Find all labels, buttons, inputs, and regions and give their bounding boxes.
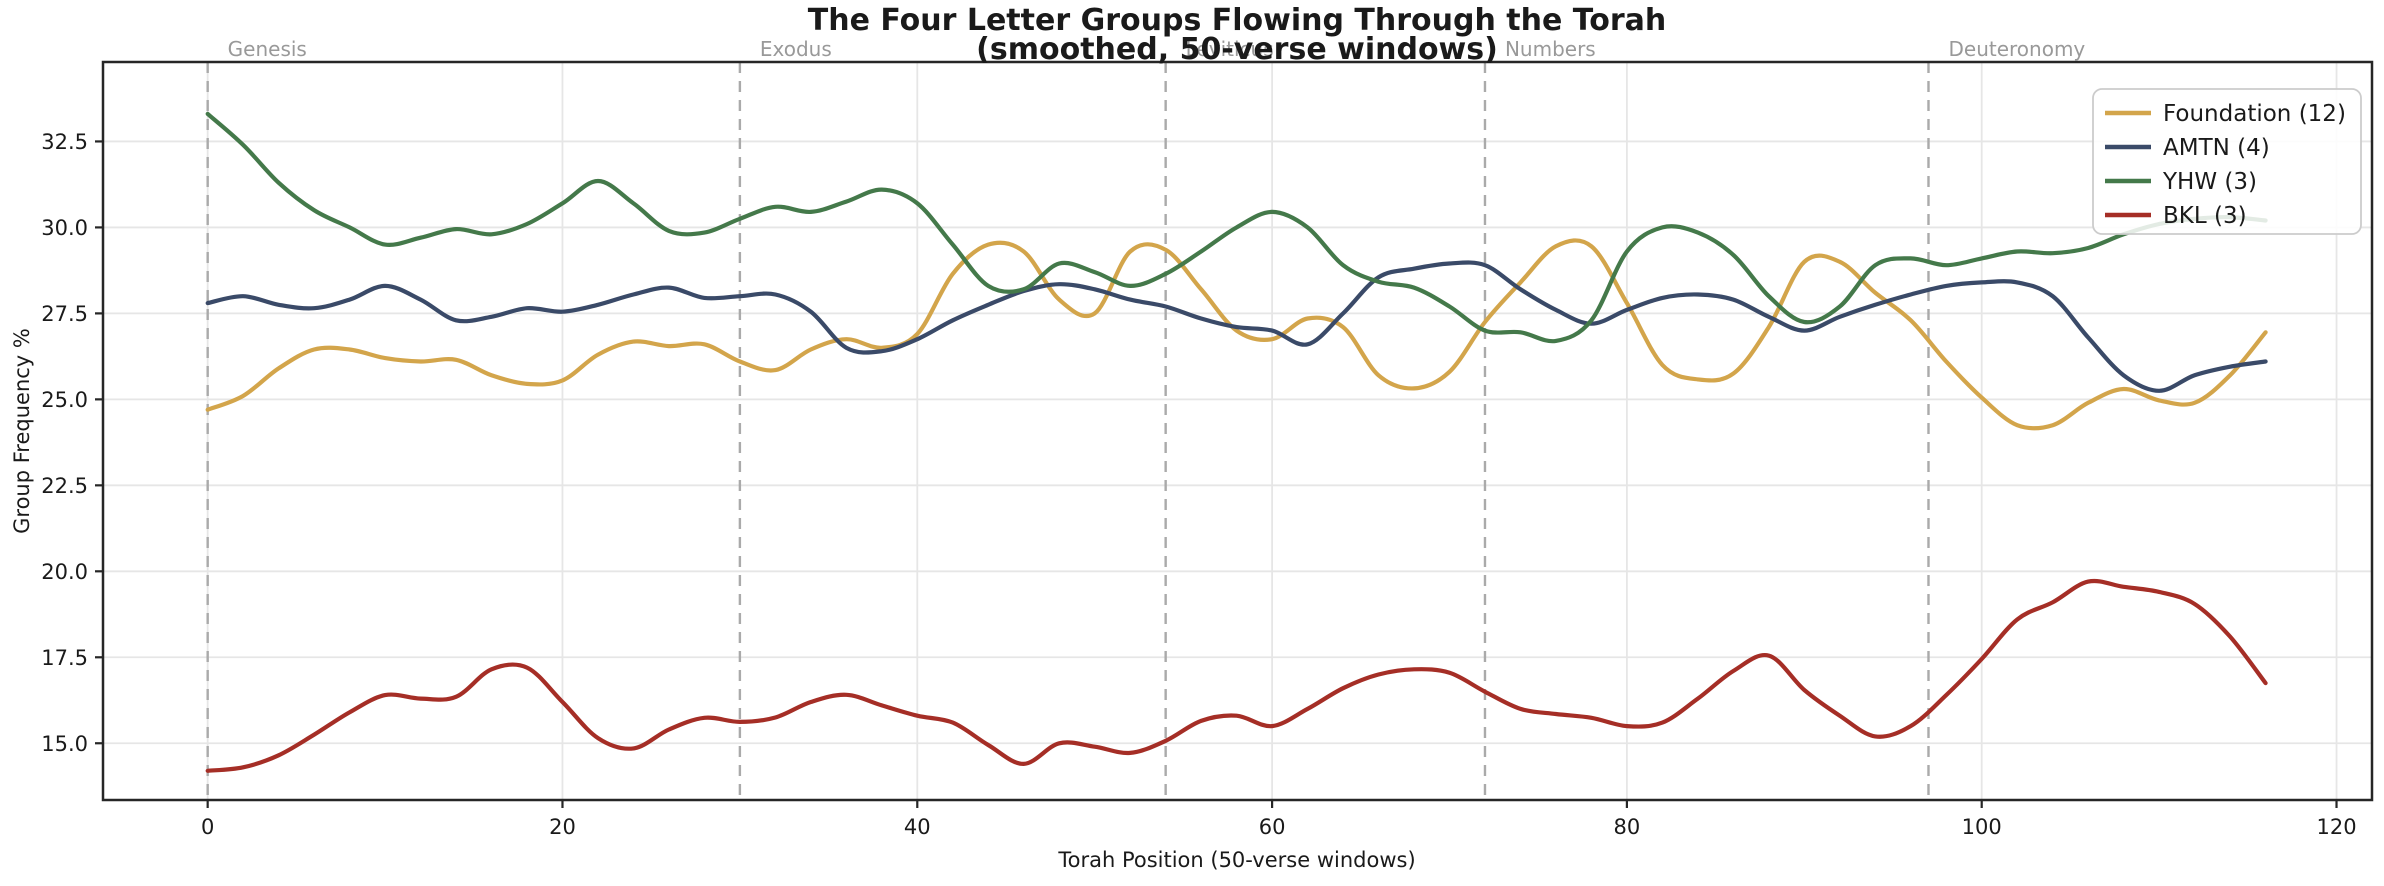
- y-tick-label-32.5: 32.5: [41, 130, 88, 154]
- x-tick-label-0: 0: [201, 815, 214, 839]
- axes-frame-layer: 0 20 40 60 80 100 120 15.0 17.5 20.0 22.5 25.0 27.5 3…: [41, 60, 2374, 839]
- x-tick-label-60: 60: [1259, 815, 1286, 839]
- book-label-genesis: Genesis: [228, 37, 307, 61]
- y-tick-label-25: 25.0: [41, 388, 88, 412]
- y-tick-label-27.5: 27.5: [41, 302, 88, 326]
- grid-layer: [103, 62, 2372, 800]
- legend-label-yhw-3: YHW (3): [2162, 169, 2257, 195]
- series-line-yhw-3: [205, 111, 2268, 344]
- y-tick-label-17.5: 17.5: [41, 646, 88, 670]
- legend-label-foundation-12: Foundation (12): [2163, 101, 2346, 127]
- plot-border: [101, 60, 2374, 802]
- book-label-leviticus: Leviticus: [1186, 37, 1274, 61]
- legend-item-bkl-3: BKL (3): [2105, 203, 2247, 229]
- book-label-numbers: Numbers: [1505, 37, 1596, 61]
- legend-item-foundation-12: Foundation (12): [2105, 101, 2346, 127]
- series-line-amtn-4: [205, 260, 2268, 393]
- x-axis-label: Torah Position (50-verse windows): [1057, 848, 1415, 872]
- x-tick-label-80: 80: [1614, 815, 1641, 839]
- legend-item-amtn-4: AMTN (4): [2105, 135, 2270, 161]
- y-tick-label-22.5: 22.5: [41, 474, 88, 498]
- legend-label-amtn-4: AMTN (4): [2163, 135, 2270, 161]
- legend: Foundation (12) AMTN (4) YHW (3) BKL (3): [2092, 88, 2362, 235]
- y-tick-label-15: 15.0: [41, 732, 88, 756]
- book-label-exodus: Exodus: [760, 37, 832, 61]
- legend-box: [2092, 88, 2362, 235]
- x-tick-label-100: 100: [1962, 815, 2002, 839]
- series-layer: [205, 111, 2268, 773]
- chart-title: The Four Letter Groups Flowing Through t…: [808, 3, 1667, 38]
- x-tick-label-40: 40: [904, 815, 931, 839]
- series-line-bkl-3: [205, 578, 2268, 773]
- book-boundaries-layer: Genesis Exodus Leviticus Numbers Deuteronomy: [206, 37, 2085, 800]
- series-line-foundation-12: [205, 238, 2268, 431]
- y-axis-label: Group Frequency %: [10, 328, 34, 534]
- y-tick-label-20: 20.0: [41, 560, 88, 584]
- book-label-deuteronomy: Deuteronomy: [1948, 37, 2085, 61]
- legend-item-yhw-3: YHW (3): [2105, 169, 2257, 195]
- x-tick-label-20: 20: [549, 815, 576, 839]
- chart-subtitle: (smoothed, 50-verse windows): [976, 32, 1498, 67]
- x-tick-label-120: 120: [2316, 815, 2356, 839]
- legend-label-bkl-3: BKL (3): [2163, 203, 2247, 229]
- y-tick-label-30: 30.0: [41, 216, 88, 240]
